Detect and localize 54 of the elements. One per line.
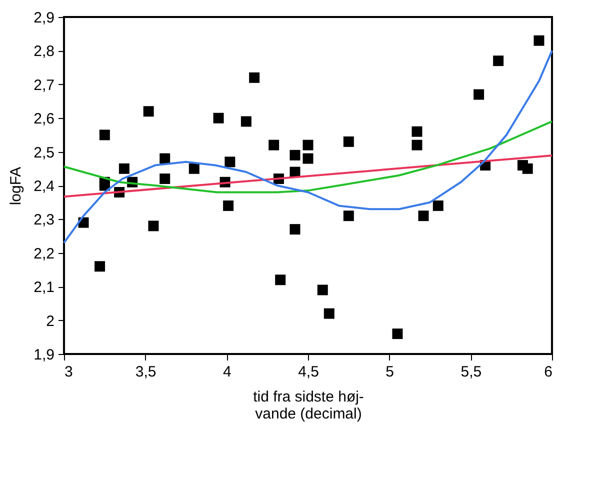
point <box>94 261 106 272</box>
point <box>302 153 314 164</box>
point <box>160 153 170 164</box>
point <box>343 210 354 222</box>
y-tick-label: 2 <box>46 312 54 330</box>
point <box>522 163 533 174</box>
x-tick-label: 3 <box>64 364 73 380</box>
line-series <box>63 120 553 194</box>
x-tick-label: 4,5 <box>298 364 319 380</box>
point <box>188 163 200 174</box>
x-tick-label: 4 <box>222 364 232 380</box>
y-tick-label: 2,8 <box>34 43 54 60</box>
point <box>343 136 354 147</box>
point <box>534 35 544 46</box>
point <box>148 220 159 232</box>
point <box>412 126 422 137</box>
y-tick-label: 2,1 <box>34 279 54 296</box>
y-tick-label: 2,5 <box>34 144 54 162</box>
point <box>240 116 252 127</box>
y-tick-label: 2,9 <box>34 10 54 26</box>
point <box>317 284 328 296</box>
x-tick-label: 5 <box>386 364 394 380</box>
point <box>99 130 110 140</box>
point <box>213 112 224 124</box>
point <box>268 140 280 150</box>
point <box>290 150 300 160</box>
x-tick-label: 6 <box>544 364 552 380</box>
y-axis-title: logFA <box>8 166 25 206</box>
line-series <box>63 50 553 244</box>
point <box>302 140 314 150</box>
point <box>392 328 403 340</box>
point <box>118 163 130 174</box>
y-tick-label: 1,9 <box>34 346 54 364</box>
y-tick-label: 2,2 <box>34 245 54 262</box>
point <box>432 200 444 211</box>
x-axis-title: tid fra sidste høj- vande (decimal) <box>253 388 364 422</box>
y-tick-label: 2,3 <box>34 212 54 229</box>
point <box>275 274 286 286</box>
point <box>249 72 260 83</box>
point <box>223 200 234 211</box>
x-tick-label: 3,5 <box>135 364 156 380</box>
y-tick-label: 2,4 <box>34 178 54 195</box>
y-tick-label: 2,7 <box>34 76 54 94</box>
point <box>160 174 170 184</box>
point <box>143 106 154 117</box>
x-tick-label: 5,5 <box>460 364 482 380</box>
point <box>224 156 236 168</box>
point <box>493 56 504 66</box>
point <box>324 308 334 319</box>
point <box>474 89 484 100</box>
y-tick-label: 2,6 <box>34 110 54 128</box>
point <box>290 224 300 235</box>
point <box>418 210 429 222</box>
point <box>412 140 422 150</box>
